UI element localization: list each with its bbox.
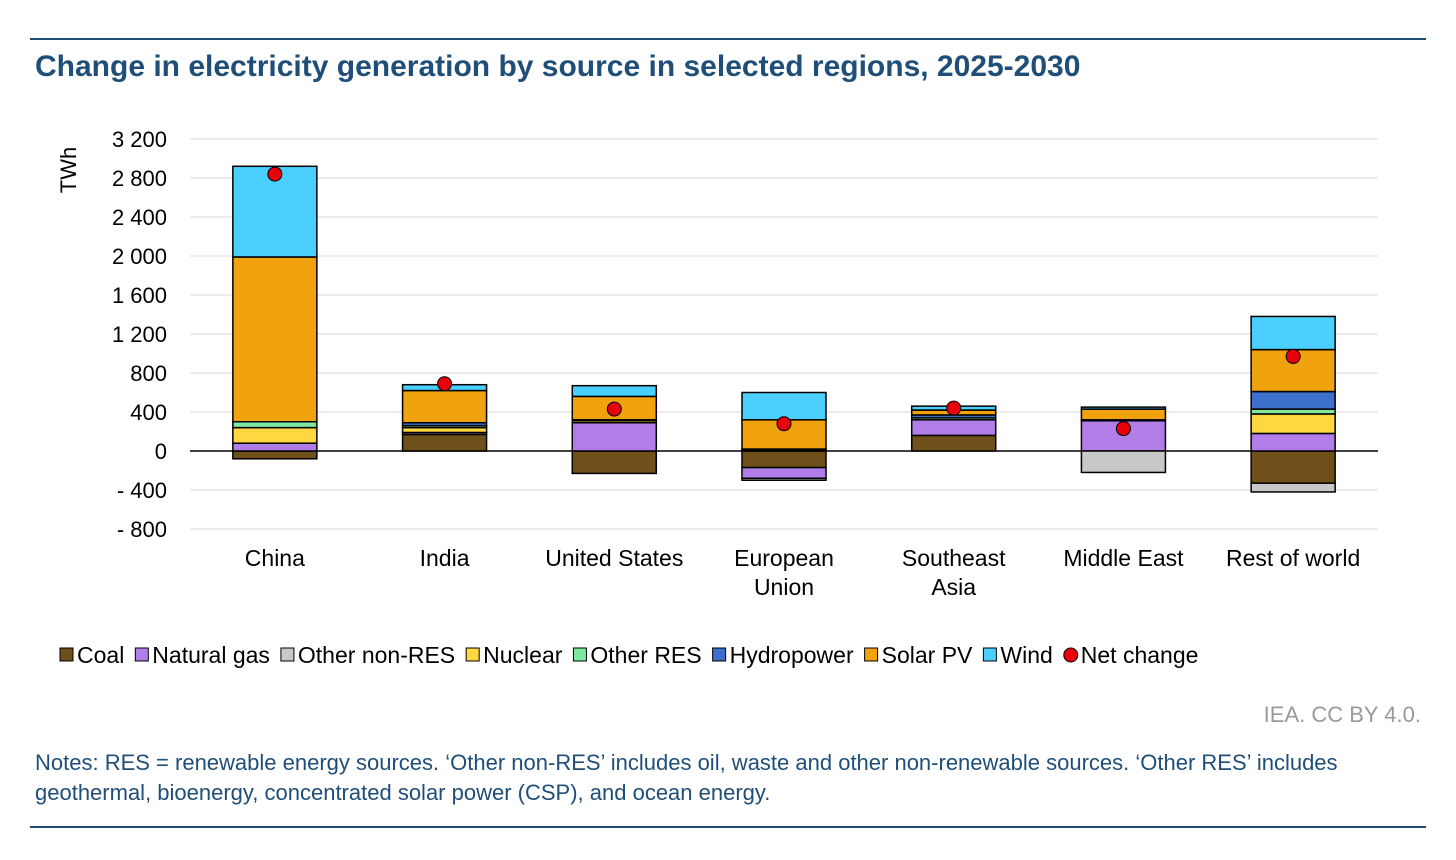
- y-tick-label: - 800: [117, 517, 167, 542]
- y-tick-label: 2 000: [112, 244, 167, 269]
- bar-segment: [1250, 432, 1336, 452]
- legend-label: Solar PV: [882, 642, 973, 668]
- legend-label: Nuclear: [483, 642, 563, 668]
- y-tick-label: 1 600: [112, 283, 167, 308]
- bar-segment: [232, 421, 318, 429]
- chart-area: 3 200 2 800 2 400 2 000 1 600 1 200 800 400 0 - 4…: [56, 127, 1378, 668]
- bar-segment: [571, 384, 658, 398]
- legend-swatch: [864, 647, 879, 662]
- bottom-rule: [30, 826, 1426, 828]
- y-tick-label: - 400: [117, 478, 167, 503]
- bar-segment: [571, 421, 658, 452]
- y-tick-label: 400: [130, 400, 167, 425]
- bar-segment: [741, 450, 827, 469]
- x-tick-label: China: [245, 545, 305, 571]
- legend-marker: [1063, 647, 1079, 663]
- net-change-point: [267, 166, 283, 182]
- net-change-point: [437, 376, 453, 392]
- bar-segment: [232, 426, 318, 444]
- y-tick-label: 800: [130, 361, 167, 386]
- bar-segment: [232, 256, 318, 423]
- net-change-point: [1115, 421, 1131, 437]
- legend-label: Net change: [1081, 642, 1199, 668]
- bar-segment: [1250, 315, 1336, 351]
- legend-swatch: [59, 647, 74, 662]
- bar-segment: [741, 477, 827, 481]
- legend-label: Coal: [77, 642, 124, 668]
- bar-segment: [232, 450, 318, 460]
- bar-segment: [1250, 482, 1336, 493]
- bar-segment: [1250, 390, 1336, 410]
- bar-segment: [1080, 450, 1167, 474]
- x-tick-label: Union: [754, 574, 814, 600]
- legend-label: Wind: [1000, 642, 1052, 668]
- legend-swatch: [712, 647, 727, 662]
- x-tick-label: European: [734, 545, 834, 571]
- bar-segment: [1080, 408, 1167, 421]
- top-rule: [30, 38, 1426, 40]
- legend-label: Hydropower: [730, 642, 854, 668]
- chart-title: Change in electricity generation by sour…: [35, 50, 1081, 83]
- legend-swatch: [465, 647, 480, 662]
- x-tick-label: Southeast: [902, 545, 1006, 571]
- bar-segment: [741, 391, 827, 421]
- notes-text: Notes: RES = renewable energy sources. ‘…: [35, 750, 1338, 805]
- bar-segment: [1080, 406, 1167, 410]
- y-tick-label: 2 800: [112, 166, 167, 191]
- net-change-point: [1285, 348, 1301, 364]
- credit-text: IEA. CC BY 4.0.: [1263, 702, 1421, 727]
- bar-segment: [401, 433, 488, 452]
- y-tick-label: 3 200: [112, 127, 167, 152]
- bar-segment: [910, 419, 997, 437]
- x-tick-label: Rest of world: [1226, 545, 1360, 571]
- x-tick-label: Asia: [931, 574, 976, 600]
- net-change-point: [946, 400, 962, 416]
- bar-segment: [741, 466, 827, 480]
- legend-swatch: [572, 647, 587, 662]
- bar-segment: [232, 442, 318, 452]
- x-tick-label: Middle East: [1063, 545, 1184, 571]
- y-tick-label: 2 400: [112, 205, 167, 230]
- bar-segment: [571, 450, 658, 475]
- legend-label: Natural gas: [152, 642, 270, 668]
- legend-label: Other RES: [590, 642, 701, 668]
- bar-segment: [1250, 413, 1336, 435]
- legend-label: Other non-RES: [298, 642, 455, 668]
- net-change-point: [606, 401, 622, 417]
- legend-swatch: [280, 647, 295, 662]
- bar-segment: [1250, 450, 1336, 484]
- legend-swatch: [134, 647, 149, 662]
- bar-segment: [910, 434, 997, 452]
- legend-swatch: [982, 647, 997, 662]
- y-tick-label: 1 200: [112, 322, 167, 347]
- bar-segment: [401, 389, 488, 424]
- y-tick-label: 0: [155, 439, 167, 464]
- net-change-point: [776, 416, 792, 432]
- x-tick-label: India: [420, 545, 470, 571]
- x-tick-label: United States: [545, 545, 683, 571]
- y-axis-label: TWh: [56, 147, 81, 193]
